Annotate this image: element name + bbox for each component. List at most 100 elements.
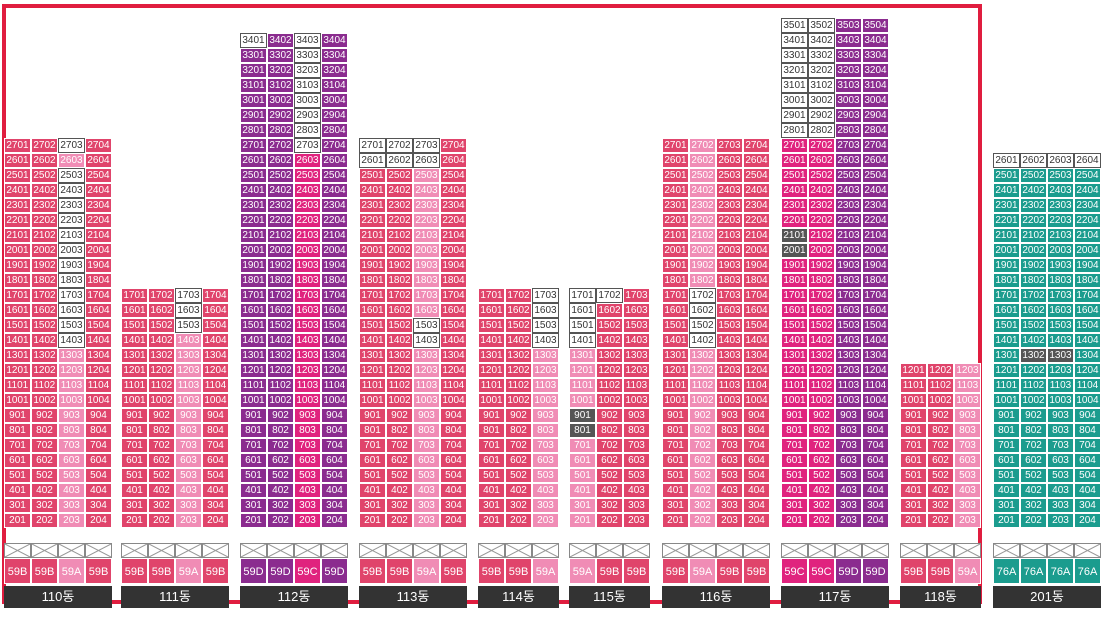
unit-cell[interactable]: 2604: [1074, 153, 1101, 168]
unit-cell[interactable]: 1102: [505, 378, 532, 393]
unit-cell[interactable]: 2504: [743, 168, 770, 183]
unit-cell[interactable]: 2502: [1020, 168, 1047, 183]
unit-cell[interactable]: 2204: [1074, 213, 1101, 228]
unit-cell[interactable]: 1303: [1047, 348, 1074, 363]
unit-cell[interactable]: 603: [413, 453, 440, 468]
unit-cell[interactable]: 1004: [743, 393, 770, 408]
unit-cell[interactable]: 1802: [808, 273, 835, 288]
unit-cell[interactable]: 2804: [321, 123, 348, 138]
unit-cell[interactable]: 2203: [716, 213, 743, 228]
unit-cell[interactable]: 1001: [993, 393, 1020, 408]
unit-cell[interactable]: 1003: [58, 393, 85, 408]
unit-cell[interactable]: 1101: [240, 378, 267, 393]
unit-cell[interactable]: 402: [1020, 483, 1047, 498]
unit-cell[interactable]: 2602: [689, 153, 716, 168]
unit-cell[interactable]: 801: [569, 423, 596, 438]
unit-cell[interactable]: 402: [148, 483, 175, 498]
unit-cell[interactable]: 203: [413, 513, 440, 528]
unit-cell[interactable]: 1103: [716, 378, 743, 393]
unit-cell[interactable]: 1203: [413, 363, 440, 378]
unit-cell[interactable]: 2103: [1047, 228, 1074, 243]
unit-cell[interactable]: 2702: [808, 138, 835, 153]
unit-cell[interactable]: 2203: [58, 213, 85, 228]
unit-cell[interactable]: 1202: [596, 363, 623, 378]
unit-cell[interactable]: 2504: [321, 168, 348, 183]
unit-cell[interactable]: 302: [31, 498, 58, 513]
unit-cell[interactable]: 902: [689, 408, 716, 423]
unit-cell[interactable]: 2503: [294, 168, 321, 183]
unit-cell[interactable]: 1304: [862, 348, 889, 363]
unit-cell[interactable]: 1102: [927, 378, 954, 393]
unit-cell[interactable]: 202: [808, 513, 835, 528]
unit-cell[interactable]: 901: [240, 408, 267, 423]
unit-cell[interactable]: 504: [440, 468, 467, 483]
unit-cell[interactable]: 404: [202, 483, 229, 498]
unit-cell[interactable]: 303: [835, 498, 862, 513]
unit-cell[interactable]: 1102: [267, 378, 294, 393]
unit-cell[interactable]: 704: [862, 438, 889, 453]
unit-cell[interactable]: 3103: [294, 78, 321, 93]
unit-cell[interactable]: 1202: [31, 363, 58, 378]
unit-cell[interactable]: 2302: [1020, 198, 1047, 213]
unit-cell[interactable]: 402: [386, 483, 413, 498]
unit-cell[interactable]: 902: [505, 408, 532, 423]
unit-cell[interactable]: 401: [240, 483, 267, 498]
unit-cell[interactable]: 204: [85, 513, 112, 528]
unit-cell[interactable]: 704: [1074, 438, 1101, 453]
unit-cell[interactable]: 1303: [835, 348, 862, 363]
unit-cell[interactable]: 2804: [862, 123, 889, 138]
unit-cell[interactable]: 901: [569, 408, 596, 423]
unit-cell[interactable]: 701: [900, 438, 927, 453]
unit-cell[interactable]: 1204: [85, 363, 112, 378]
unit-cell[interactable]: 2103: [413, 228, 440, 243]
unit-cell[interactable]: 803: [623, 423, 650, 438]
unit-cell[interactable]: 1703: [58, 288, 85, 303]
unit-cell[interactable]: 2404: [862, 183, 889, 198]
unit-cell[interactable]: 2604: [321, 153, 348, 168]
unit-cell[interactable]: 1903: [1047, 258, 1074, 273]
unit-cell[interactable]: 902: [1020, 408, 1047, 423]
unit-cell[interactable]: 1303: [294, 348, 321, 363]
unit-cell[interactable]: 704: [743, 438, 770, 453]
unit-cell[interactable]: 2304: [1074, 198, 1101, 213]
unit-cell[interactable]: 1402: [267, 333, 294, 348]
unit-cell[interactable]: 3202: [267, 63, 294, 78]
unit-cell[interactable]: 2104: [862, 228, 889, 243]
unit-cell[interactable]: 1703: [532, 288, 559, 303]
unit-cell[interactable]: 903: [1047, 408, 1074, 423]
unit-cell[interactable]: 1103: [835, 378, 862, 393]
unit-cell[interactable]: 903: [413, 408, 440, 423]
unit-cell[interactable]: 303: [413, 498, 440, 513]
unit-cell[interactable]: 1402: [689, 333, 716, 348]
unit-cell[interactable]: 2701: [359, 138, 386, 153]
unit-cell[interactable]: 1802: [31, 273, 58, 288]
unit-cell[interactable]: 2402: [31, 183, 58, 198]
unit-cell[interactable]: 1904: [862, 258, 889, 273]
unit-cell[interactable]: 2801: [240, 123, 267, 138]
unit-cell[interactable]: 1302: [148, 348, 175, 363]
unit-cell[interactable]: 204: [743, 513, 770, 528]
unit-cell[interactable]: 2304: [440, 198, 467, 213]
unit-cell[interactable]: 1701: [781, 288, 808, 303]
unit-cell[interactable]: 604: [321, 453, 348, 468]
unit-cell[interactable]: 403: [413, 483, 440, 498]
unit-cell[interactable]: 704: [440, 438, 467, 453]
unit-cell[interactable]: 803: [58, 423, 85, 438]
unit-cell[interactable]: 1101: [569, 378, 596, 393]
unit-cell[interactable]: 402: [808, 483, 835, 498]
unit-cell[interactable]: 3301: [240, 48, 267, 63]
unit-cell[interactable]: 1604: [440, 303, 467, 318]
unit-cell[interactable]: 1403: [413, 333, 440, 348]
unit-cell[interactable]: 303: [1047, 498, 1074, 513]
unit-cell[interactable]: 2401: [993, 183, 1020, 198]
unit-cell[interactable]: 2904: [321, 108, 348, 123]
unit-cell[interactable]: 1201: [359, 363, 386, 378]
unit-cell[interactable]: 1904: [743, 258, 770, 273]
unit-cell[interactable]: 1401: [240, 333, 267, 348]
unit-cell[interactable]: 1501: [240, 318, 267, 333]
unit-cell[interactable]: 804: [862, 423, 889, 438]
unit-cell[interactable]: 503: [58, 468, 85, 483]
unit-cell[interactable]: 2603: [413, 153, 440, 168]
unit-cell[interactable]: 1801: [240, 273, 267, 288]
unit-cell[interactable]: 2403: [294, 183, 321, 198]
